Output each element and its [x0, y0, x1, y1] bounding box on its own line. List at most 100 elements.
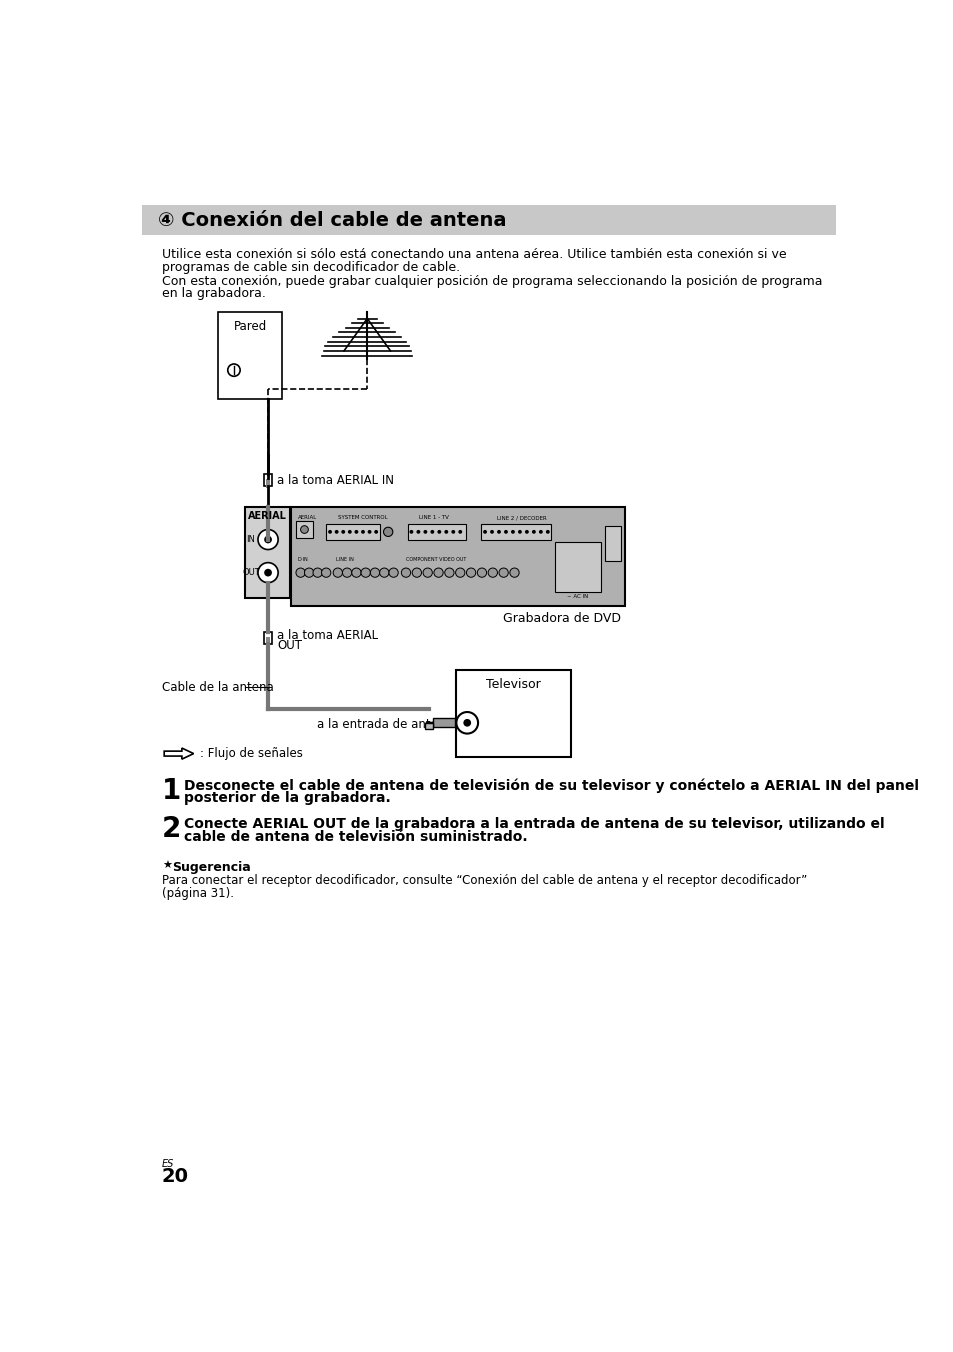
- Bar: [264, 631, 272, 645]
- Text: IN: IN: [246, 535, 255, 544]
- Text: 1: 1: [162, 776, 181, 804]
- Circle shape: [257, 562, 278, 583]
- Text: Pared: Pared: [233, 320, 267, 333]
- Bar: [291, 507, 624, 606]
- Circle shape: [422, 568, 432, 577]
- Circle shape: [383, 527, 393, 537]
- Bar: [407, 525, 465, 539]
- Circle shape: [466, 568, 476, 577]
- Circle shape: [524, 530, 528, 534]
- Circle shape: [300, 526, 308, 534]
- Text: a la toma AERIAL IN: a la toma AERIAL IN: [277, 473, 394, 487]
- Text: LINE IN: LINE IN: [335, 557, 354, 562]
- Circle shape: [434, 568, 443, 577]
- Circle shape: [444, 530, 448, 534]
- Circle shape: [456, 713, 477, 734]
- Text: Cable de la antena: Cable de la antena: [162, 681, 274, 694]
- Text: cable de antena de televisión suministrado.: cable de antena de televisión suministra…: [184, 830, 527, 844]
- Text: OUT: OUT: [242, 568, 259, 577]
- Text: COMPONENT VIDEO OUT: COMPONENT VIDEO OUT: [406, 557, 466, 562]
- Circle shape: [423, 530, 427, 534]
- Text: ~ AC IN: ~ AC IN: [567, 595, 588, 599]
- Text: a la toma AERIAL: a la toma AERIAL: [277, 629, 378, 641]
- Circle shape: [444, 568, 454, 577]
- Circle shape: [545, 530, 549, 534]
- Circle shape: [511, 530, 515, 534]
- Circle shape: [321, 568, 331, 577]
- Circle shape: [498, 568, 508, 577]
- Text: programas de cable sin decodificador de cable.: programas de cable sin decodificador de …: [162, 261, 459, 274]
- Text: ④ Conexión del cable de antena: ④ Conexión del cable de antena: [158, 211, 506, 230]
- Circle shape: [367, 530, 371, 534]
- Circle shape: [264, 569, 272, 576]
- Text: Utilice esta conexión si sólo está conectando una antena aérea. Utilice también : Utilice esta conexión si sólo está conec…: [162, 249, 785, 261]
- Text: Desconecte el cable de antena de televisión de su televisor y conéctelo a AERIAL: Desconecte el cable de antena de televis…: [184, 779, 919, 792]
- Text: Sugerencia: Sugerencia: [172, 861, 251, 873]
- Circle shape: [490, 530, 494, 534]
- Text: Para conectar el receptor decodificador, consulte “Conexión del cable de antena : Para conectar el receptor decodificador,…: [162, 875, 806, 887]
- Circle shape: [355, 530, 358, 534]
- Circle shape: [341, 530, 345, 534]
- Circle shape: [304, 568, 314, 577]
- Bar: [433, 718, 455, 727]
- Text: Grabadora de DVD: Grabadora de DVD: [502, 611, 620, 625]
- Circle shape: [257, 530, 278, 549]
- Circle shape: [335, 530, 338, 534]
- Circle shape: [503, 530, 507, 534]
- Circle shape: [497, 530, 500, 534]
- Circle shape: [348, 530, 352, 534]
- Bar: [245, 507, 290, 598]
- Text: posterior de la grabadora.: posterior de la grabadora.: [184, 791, 391, 806]
- Text: en la grabadora.: en la grabadora.: [162, 287, 266, 300]
- Text: a la entrada de antena: a la entrada de antena: [316, 718, 452, 731]
- Circle shape: [532, 530, 536, 534]
- Text: ★: ★: [162, 861, 172, 871]
- Bar: [425, 723, 433, 729]
- Text: AERIAL: AERIAL: [297, 515, 316, 521]
- Circle shape: [517, 530, 521, 534]
- Circle shape: [538, 530, 542, 534]
- Circle shape: [476, 568, 486, 577]
- Bar: [266, 479, 270, 488]
- Circle shape: [416, 530, 420, 534]
- Text: Televisor: Televisor: [486, 677, 540, 691]
- Text: ES: ES: [162, 1159, 174, 1168]
- Bar: [295, 521, 313, 538]
- Circle shape: [328, 530, 332, 534]
- Circle shape: [295, 568, 305, 577]
- Bar: [480, 525, 550, 539]
- Circle shape: [430, 530, 434, 534]
- Text: LINE 1 - TV: LINE 1 - TV: [418, 515, 449, 521]
- Circle shape: [333, 568, 342, 577]
- Bar: [456, 671, 571, 757]
- Text: AERIAL: AERIAL: [248, 511, 287, 522]
- Circle shape: [352, 568, 360, 577]
- FancyArrow shape: [164, 748, 193, 758]
- Circle shape: [509, 568, 518, 577]
- Bar: [218, 312, 282, 399]
- Text: 2: 2: [162, 815, 181, 844]
- Bar: [326, 525, 380, 539]
- Text: (página 31).: (página 31).: [162, 887, 233, 900]
- Circle shape: [264, 535, 272, 544]
- Text: SYSTEM CONTROL: SYSTEM CONTROL: [337, 515, 387, 521]
- Circle shape: [389, 568, 397, 577]
- Circle shape: [360, 530, 365, 534]
- Text: OUT: OUT: [277, 639, 302, 652]
- Circle shape: [451, 530, 455, 534]
- Circle shape: [409, 530, 413, 534]
- Circle shape: [379, 568, 389, 577]
- Circle shape: [401, 568, 410, 577]
- Circle shape: [457, 530, 461, 534]
- Text: : Flujo de señales: : Flujo de señales: [199, 748, 302, 760]
- Text: D-IN: D-IN: [297, 557, 308, 562]
- Circle shape: [374, 530, 377, 534]
- Bar: [264, 475, 272, 487]
- Text: Con esta conexión, puede grabar cualquier posición de programa seleccionando la : Con esta conexión, puede grabar cualquie…: [162, 274, 821, 288]
- Circle shape: [370, 568, 379, 577]
- Circle shape: [482, 530, 486, 534]
- Circle shape: [436, 530, 441, 534]
- Text: LINE 2 / DECODER: LINE 2 / DECODER: [497, 515, 546, 521]
- Circle shape: [463, 719, 471, 726]
- Circle shape: [342, 568, 352, 577]
